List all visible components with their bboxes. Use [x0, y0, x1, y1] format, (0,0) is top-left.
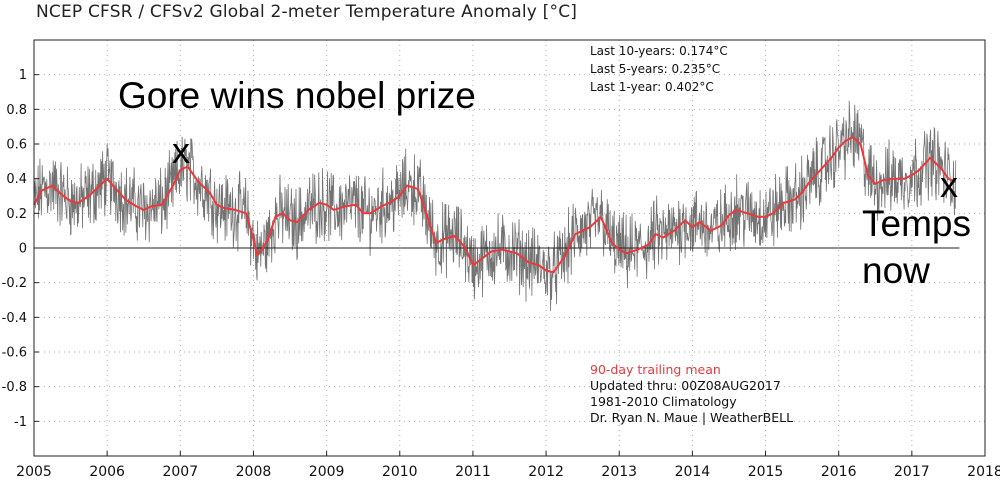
trailing-mean-series: [33, 136, 957, 274]
stat-1yr: Last 1-year: 0.402°C: [590, 80, 714, 94]
legend-mean-label: 90-day trailing mean: [590, 362, 721, 377]
x-tick-label: 2016: [821, 464, 857, 480]
credit-note: Dr. Ryan N. Maue | WeatherBELL: [590, 410, 793, 425]
y-tick-label: 0.6: [6, 138, 27, 153]
x-tick-label: 2015: [748, 464, 784, 480]
x-tick-label: 2018: [967, 464, 1000, 480]
x-tick-label: 2010: [382, 464, 418, 480]
notes-box: 90-day trailing mean Updated thru: 00Z08…: [590, 362, 793, 425]
y-tick-label: 1: [19, 68, 27, 83]
now-label: now: [862, 250, 930, 291]
x-axis-ticks: 2005 2006 2007 2008 2009 2010 2011 2012 2013 2014…: [16, 451, 1000, 480]
updated-note: Updated thru: 00Z08AUG2017: [590, 378, 781, 393]
x-tick-label: 2008: [236, 464, 272, 480]
y-tick-label: 0.8: [6, 103, 27, 118]
now-mark: x: [940, 164, 958, 205]
y-tick-label: 0.4: [6, 172, 27, 187]
climatology-note: 1981-2010 Climatology: [590, 394, 737, 409]
y-tick-label: 0: [19, 242, 27, 257]
x-tick-label: 2005: [16, 464, 52, 480]
x-tick-label: 2013: [601, 464, 637, 480]
x-tick-label: 2007: [162, 464, 198, 480]
stat-10yr: Last 10-years: 0.174°C: [590, 44, 728, 58]
y-tick-label: 0.2: [6, 207, 27, 222]
x-tick-label: 2009: [309, 464, 345, 480]
y-tick-label: -0.8: [2, 380, 27, 395]
x-tick-label: 2017: [894, 464, 930, 480]
gore-mark: x: [172, 130, 190, 171]
stat-5yr: Last 5-years: 0.235°C: [590, 62, 720, 76]
chart-title: NCEP CFSR / CFSv2 Global 2-meter Tempera…: [36, 2, 578, 22]
gore-headline: Gore wins nobel prize: [118, 75, 476, 116]
x-tick-label: 2011: [455, 464, 491, 480]
trailing-mean-line: [33, 136, 957, 274]
grid-lines: [34, 40, 985, 456]
y-axis-ticks: 1 0.8 0.6 0.4 0.2 0 -0.2 -0.4 -0.6 -0.8 -1: [2, 68, 39, 430]
temps-label: Temps: [862, 203, 971, 244]
y-tick-label: -0.4: [2, 311, 27, 326]
x-tick-label: 2012: [528, 464, 564, 480]
x-tick-label: 2014: [675, 464, 711, 480]
y-tick-label: -1: [14, 415, 27, 430]
y-tick-label: -0.6: [2, 346, 27, 361]
x-tick-label: 2006: [89, 464, 125, 480]
stats-box: Last 10-years: 0.174°C Last 5-years: 0.2…: [590, 44, 728, 94]
y-tick-label: -0.2: [2, 276, 27, 291]
